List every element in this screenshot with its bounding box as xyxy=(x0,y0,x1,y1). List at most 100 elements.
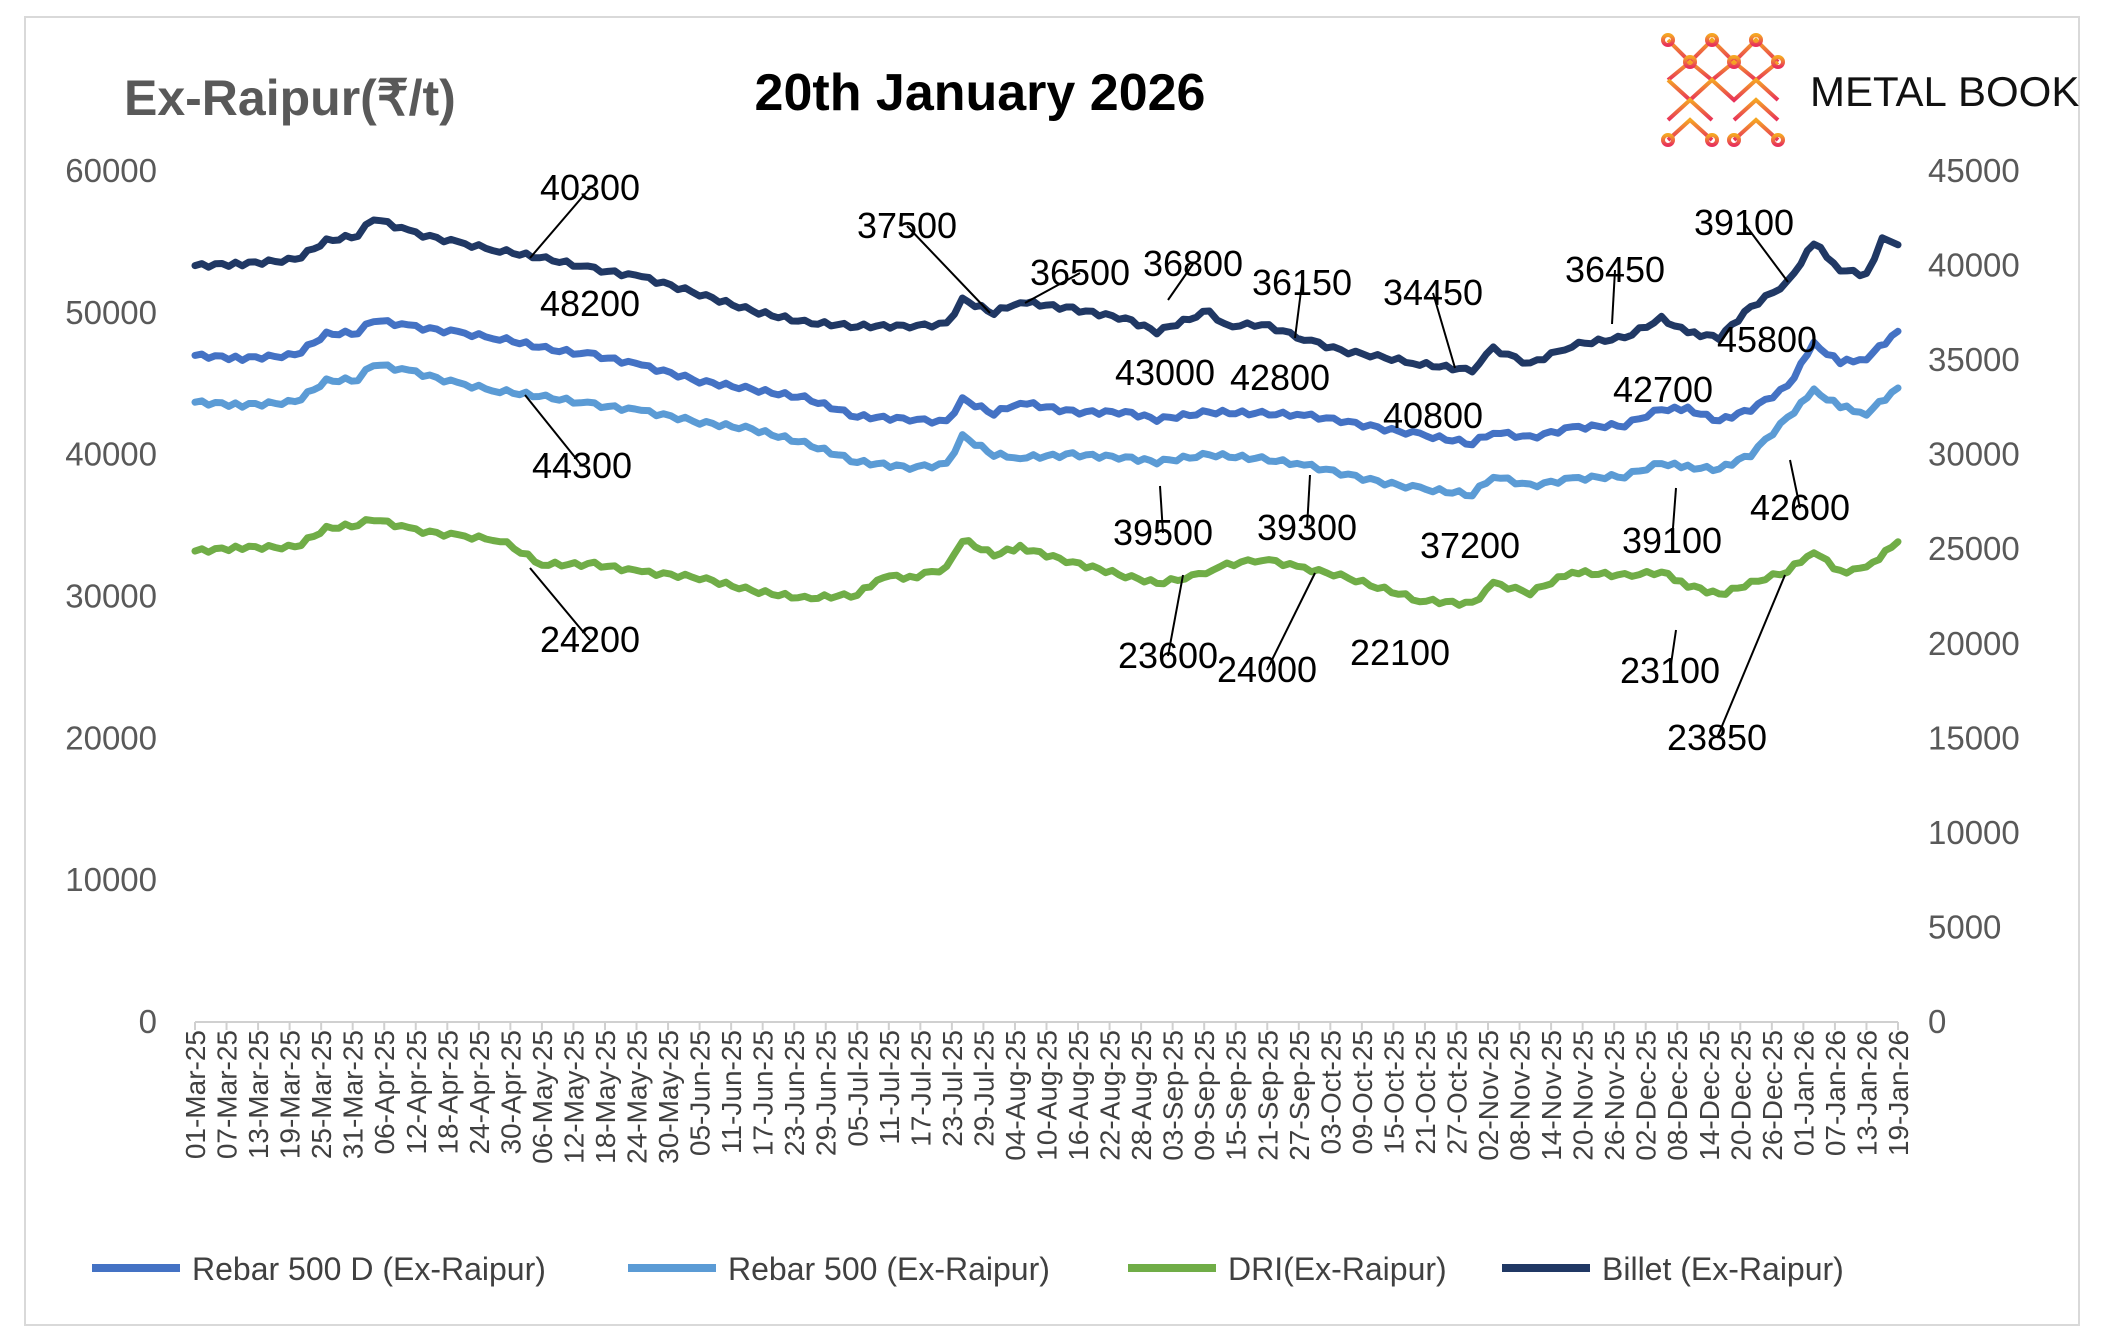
x-tick-label: 15-Sep-25 xyxy=(1221,1030,1252,1161)
annotation-label: 39100 xyxy=(1622,520,1722,561)
annotation-leader-line xyxy=(529,187,591,259)
y-left-axis: 0 10000 20000 30000 40000 50000 60000 xyxy=(65,152,157,1040)
annotation-leader-line xyxy=(1432,292,1456,369)
y-left-tick-label: 0 xyxy=(139,1003,157,1040)
y-left-tick-label: 60000 xyxy=(65,152,157,189)
annotation-leader-line xyxy=(524,394,583,467)
annotation-label: 36150 xyxy=(1252,262,1352,303)
y-right-tick-label: 40000 xyxy=(1928,247,2020,284)
annotation-label: 34450 xyxy=(1383,272,1483,313)
annotation-label: 39500 xyxy=(1113,512,1213,553)
annotation-label: 23850 xyxy=(1667,717,1767,758)
series-line-dri-ex-raipur xyxy=(191,516,1902,609)
x-tick-label: 18-Apr-25 xyxy=(432,1030,463,1155)
brand-name-book: BOOK xyxy=(1958,68,2079,115)
y-right-tick-label: 20000 xyxy=(1928,625,2020,662)
annotation-label: 42600 xyxy=(1750,487,1850,528)
x-tick-label: 01-Jan-26 xyxy=(1788,1030,1819,1156)
series-line-billet-ex-raipur xyxy=(191,216,1902,376)
x-tick-label: 12-Apr-25 xyxy=(401,1030,432,1155)
x-tick-label: 14-Nov-25 xyxy=(1536,1030,1567,1161)
x-tick-label: 26-Dec-25 xyxy=(1757,1030,1788,1161)
chart-title: 20th January 2026 xyxy=(755,64,1206,122)
x-tick-label: 25-Mar-25 xyxy=(306,1030,337,1159)
annotation-leader-line xyxy=(1306,474,1311,529)
annotation-leader-line xyxy=(1743,222,1789,283)
x-tick-label: 05-Jun-25 xyxy=(685,1030,716,1156)
y-right-tick-label: 30000 xyxy=(1928,436,2020,473)
x-tick-label: 03-Oct-25 xyxy=(1315,1030,1346,1155)
x-tick-label: 30-Apr-25 xyxy=(495,1030,526,1155)
legend-label: DRI(Ex-Raipur) xyxy=(1228,1251,1447,1287)
x-tick-label: 22-Aug-25 xyxy=(1095,1030,1126,1161)
x-tick-label: 17-Jun-25 xyxy=(748,1030,779,1156)
annotation-label: 23100 xyxy=(1620,650,1720,691)
x-tick-label: 23-Jun-25 xyxy=(779,1030,810,1156)
x-axis: 01-Mar-25 07-Mar-25 13-Mar-25 19-Mar-25 25-M… xyxy=(180,1030,1914,1164)
x-tick-label: 16-Aug-25 xyxy=(1063,1030,1094,1161)
metalbook-logo: METAL BOOK xyxy=(1661,33,2079,147)
x-tick-label: 04-Aug-25 xyxy=(1000,1030,1031,1161)
x-tick-label: 20-Nov-25 xyxy=(1568,1030,1599,1161)
annotation-leader-line xyxy=(1167,574,1184,657)
annotation-label: 24200 xyxy=(540,619,640,660)
y-left-tick-label: 50000 xyxy=(65,294,157,331)
x-tick-label: 27-Sep-25 xyxy=(1284,1030,1315,1161)
annotation-label: 40800 xyxy=(1383,395,1483,436)
y-right-tick-label: 35000 xyxy=(1928,341,2020,378)
annotation-label: 24000 xyxy=(1217,649,1317,690)
annotation-leader-line xyxy=(1716,574,1786,739)
annotation-leader-line xyxy=(906,225,991,314)
annotation-label: 42700 xyxy=(1613,369,1713,410)
x-tick-label: 21-Sep-25 xyxy=(1252,1030,1283,1161)
x-tick-label: 14-Dec-25 xyxy=(1694,1030,1725,1161)
x-tick-label: 02-Nov-25 xyxy=(1473,1030,1504,1161)
chart-frame xyxy=(24,16,2080,1326)
annotation-leader-line xyxy=(1159,485,1164,534)
x-tick-label: 28-Aug-25 xyxy=(1126,1030,1157,1161)
x-tick-label: 21-Oct-25 xyxy=(1410,1030,1441,1155)
brand-name-metal: METAL xyxy=(1810,68,1947,115)
x-tick-label: 13-Jan-26 xyxy=(1851,1030,1882,1156)
y-right-tick-label: 0 xyxy=(1928,1003,1946,1040)
annotation-leader-line xyxy=(1669,629,1677,672)
series-line-rebar-500-ex-raipur xyxy=(191,361,1902,500)
x-tick-label: 05-Jul-25 xyxy=(842,1030,873,1147)
y-left-tick-label: 20000 xyxy=(65,719,157,756)
series-layer xyxy=(191,216,1902,609)
y-right-tick-label: 5000 xyxy=(1928,908,2001,945)
series-line-rebar-500-d-ex-raipur xyxy=(191,317,1902,449)
annotation-leader-line xyxy=(1671,487,1677,542)
x-tick-label: 10-Aug-25 xyxy=(1032,1030,1063,1161)
annotation-label: 45800 xyxy=(1717,319,1817,360)
annotation-label: 22100 xyxy=(1350,632,1450,673)
annotation-label: 37200 xyxy=(1420,525,1520,566)
metalbook-logo-icon xyxy=(1661,33,1785,147)
annotation-label: 44300 xyxy=(532,445,632,486)
x-tick-label: 09-Sep-25 xyxy=(1189,1030,1220,1161)
y-axis-label: Ex-Raipur(₹/t) xyxy=(124,70,456,126)
annotation-layer: 40300 48200 44300 24200 37500 36500 36800 36150… xyxy=(524,167,1850,758)
y-right-tick-label: 10000 xyxy=(1928,814,2020,851)
legend-label: Rebar 500 D (Ex-Raipur) xyxy=(192,1251,546,1287)
y-left-tick-label: 10000 xyxy=(65,861,157,898)
annotation-label: 40300 xyxy=(540,167,640,208)
y-right-tick-label: 25000 xyxy=(1928,530,2020,567)
y-right-tick-label: 45000 xyxy=(1928,152,2020,189)
x-tick-label: 07-Jan-26 xyxy=(1820,1030,1851,1156)
annotation-label: 23600 xyxy=(1118,635,1218,676)
legend-label: Billet (Ex-Raipur) xyxy=(1602,1251,1844,1287)
x-tick-marks xyxy=(194,1022,1899,1030)
annotation-label: 37500 xyxy=(857,205,957,246)
legend: Rebar 500 D (Ex-Raipur) Rebar 500 (Ex-Rai… xyxy=(92,1251,1844,1287)
x-tick-label: 15-Oct-25 xyxy=(1378,1030,1409,1155)
y-right-axis: 0 5000 10000 15000 20000 25000 30000 35000 40000… xyxy=(1928,152,2020,1040)
x-tick-label: 23-Jul-25 xyxy=(937,1030,968,1147)
legend-label: Rebar 500 (Ex-Raipur) xyxy=(728,1251,1050,1287)
x-tick-label: 18-May-25 xyxy=(590,1030,621,1164)
x-tick-label: 19-Mar-25 xyxy=(275,1030,306,1159)
annotation-leader-line xyxy=(529,567,591,641)
y-right-tick-label: 15000 xyxy=(1928,719,2020,756)
x-tick-label: 27-Oct-25 xyxy=(1441,1030,1472,1155)
